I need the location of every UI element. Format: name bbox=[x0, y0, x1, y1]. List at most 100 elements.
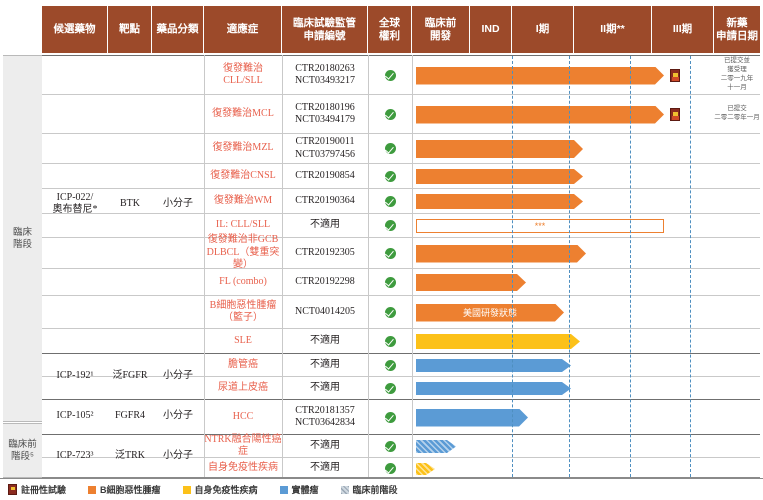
global-rights-cell bbox=[368, 329, 412, 353]
registration-flag-icon bbox=[8, 484, 17, 495]
phase-bar: 美國研發狀態 bbox=[416, 304, 564, 322]
table-row: 尿道上皮癌 不適用 bbox=[42, 376, 760, 399]
global-rights-cell bbox=[368, 269, 412, 295]
indication-cell: NTRK融合陽性癌症 bbox=[204, 433, 282, 458]
drug-name-cell: ICP-105² bbox=[56, 410, 94, 422]
global-rights-cell bbox=[368, 134, 412, 163]
pipeline-grid: 候選藥物 靶點 藥品分類 適應症 臨床試驗監管 申請編號 全球 權利 臨床前 開發 IND I期 II期… bbox=[0, 0, 763, 478]
registration-number-cell: CTR20190011 NCT03797456 bbox=[295, 136, 355, 160]
phase-bar bbox=[416, 359, 571, 372]
legend-label: 自身免疫性疾病 bbox=[194, 485, 258, 495]
registration-number-cell: 不適用 bbox=[310, 334, 340, 346]
header-cell: 候選藥物 bbox=[42, 6, 108, 53]
registration-number-cell: 不適用 bbox=[310, 462, 340, 474]
drug-class-cell: 小分子 bbox=[163, 410, 193, 422]
global-rights-cell bbox=[368, 189, 412, 213]
check-icon bbox=[384, 276, 396, 288]
indication-cell: 尿道上皮癌 bbox=[218, 381, 268, 393]
table-row: 自身免疫性疾病 不適用 bbox=[42, 457, 760, 479]
header-cell: 全球 權利 bbox=[368, 6, 412, 53]
phase-bar bbox=[416, 67, 664, 85]
table-row: 復發難治WM CTR20190364 bbox=[42, 188, 760, 213]
check-icon bbox=[384, 143, 396, 154]
phase-bar bbox=[416, 382, 571, 395]
target-cell: 泛FGFR bbox=[112, 369, 148, 381]
registration-number-cell: CTR20180196 NCT03494179 bbox=[295, 101, 355, 126]
header-cell: 適應症 bbox=[204, 6, 282, 53]
registration-number-cell: 不適用 bbox=[310, 381, 340, 393]
legend-item: 註冊性試驗 bbox=[8, 483, 66, 496]
phase-bar bbox=[416, 106, 664, 124]
global-rights-cell bbox=[368, 296, 412, 328]
check-icon bbox=[384, 463, 396, 474]
table-body: 復發難治CLL/SLL CTR20180263 NCT03493217 已提交並 獲受理… bbox=[42, 55, 760, 479]
registration-number-cell: CTR20181357 NCT03642834 bbox=[295, 404, 355, 429]
registration-number-cell: NCT04014205 bbox=[295, 305, 355, 317]
column-divider bbox=[368, 55, 369, 479]
registration-number-cell: CTR20190364 bbox=[295, 194, 355, 206]
indication-cell: 膽管癌 bbox=[228, 358, 258, 370]
indication-cell: 復發難治非GCB DLBCL（雙重突變） bbox=[206, 234, 280, 271]
indication-cell: FL (combo) bbox=[219, 275, 267, 287]
global-rights-cell bbox=[368, 435, 412, 457]
check-icon bbox=[384, 195, 396, 207]
legend-item: 實體瘤 bbox=[279, 483, 319, 496]
table-row: HCC CTR20181357 NCT03642834 bbox=[42, 399, 760, 434]
check-icon bbox=[384, 247, 396, 259]
target-cell: FGFR4 bbox=[114, 410, 145, 422]
drug-name-cell: ICP-723³ bbox=[56, 450, 94, 462]
indication-cell: 自身免疫性疾病 bbox=[208, 462, 278, 474]
phase-bar: *** bbox=[416, 219, 664, 233]
header-cell: IND bbox=[470, 6, 512, 53]
registration-flag-icon bbox=[670, 108, 680, 121]
table-row: 復發難治MZL CTR20190011 NCT03797456 bbox=[42, 133, 760, 163]
indication-cell: B細胞惡性腫瘤 （籃子） bbox=[209, 299, 277, 324]
phase-gridline bbox=[569, 56, 570, 477]
registration-number-cell: CTR20192305 bbox=[295, 246, 355, 258]
global-rights-cell bbox=[368, 214, 412, 237]
header-cell: 臨床前 開發 bbox=[412, 6, 470, 53]
global-rights-cell bbox=[368, 354, 412, 376]
legend-label: 註冊性試驗 bbox=[21, 485, 67, 495]
legend: 註冊性試驗 B細胞惡性腫瘤 自身免疫性疾病 實體瘤 臨床前階段 bbox=[0, 478, 763, 500]
table-row: 復發難治MCL CTR20180196 NCT03494179 已提交 二零二零年一月 bbox=[42, 94, 760, 133]
drug-class-cell: 小分子 bbox=[163, 369, 193, 381]
indication-cell: 復發難治MCL bbox=[212, 107, 274, 119]
registration-number-cell: 不適用 bbox=[310, 439, 340, 451]
phase-bar bbox=[416, 440, 456, 453]
check-icon bbox=[384, 108, 396, 120]
global-rights-cell bbox=[368, 95, 412, 133]
table-row: B細胞惡性腫瘤 （籃子） NCT04014205 美國研發狀態 bbox=[42, 295, 760, 328]
phase-gridline bbox=[630, 56, 631, 477]
global-rights-cell bbox=[368, 458, 412, 479]
blue-swatch-icon bbox=[279, 485, 288, 494]
check-icon bbox=[384, 69, 396, 81]
check-icon bbox=[384, 411, 396, 423]
phase-bar bbox=[416, 245, 586, 263]
global-rights-cell bbox=[368, 377, 412, 399]
phase-bar bbox=[416, 409, 528, 427]
global-rights-cell bbox=[368, 56, 412, 94]
registration-number-cell: CTR20192298 bbox=[295, 275, 355, 287]
header-cell: 新藥 申請日期 bbox=[714, 6, 760, 53]
table-row: 復發難治CLL/SLL CTR20180263 NCT03493217 已提交並 獲受理… bbox=[42, 55, 760, 94]
indication-cell: SLE bbox=[234, 334, 252, 346]
nda-date-cell: 已提交 二零二零年一月 bbox=[714, 105, 760, 121]
phase-bar bbox=[416, 194, 583, 209]
table-row: 膽管癌 不適用 bbox=[42, 353, 760, 376]
header-cell: II期** bbox=[574, 6, 652, 53]
indication-cell: 復發難治CLL/SLL bbox=[223, 62, 263, 87]
check-icon bbox=[384, 359, 396, 371]
column-divider bbox=[282, 55, 283, 479]
check-icon bbox=[384, 382, 396, 394]
table-row: IL: CLL/SLL 不適用 *** bbox=[42, 213, 760, 237]
check-icon bbox=[384, 440, 396, 452]
legend-item: 自身免疫性疾病 bbox=[182, 483, 258, 496]
legend-label: B細胞惡性腫瘤 bbox=[100, 485, 161, 495]
header-cell: 臨床試驗監管 申請編號 bbox=[282, 6, 368, 53]
registration-number-cell: 不適用 bbox=[310, 358, 340, 370]
registration-number-cell: CTR20180263 NCT03493217 bbox=[295, 62, 355, 87]
legend-label: 實體瘤 bbox=[291, 485, 319, 495]
global-rights-cell bbox=[368, 164, 412, 188]
